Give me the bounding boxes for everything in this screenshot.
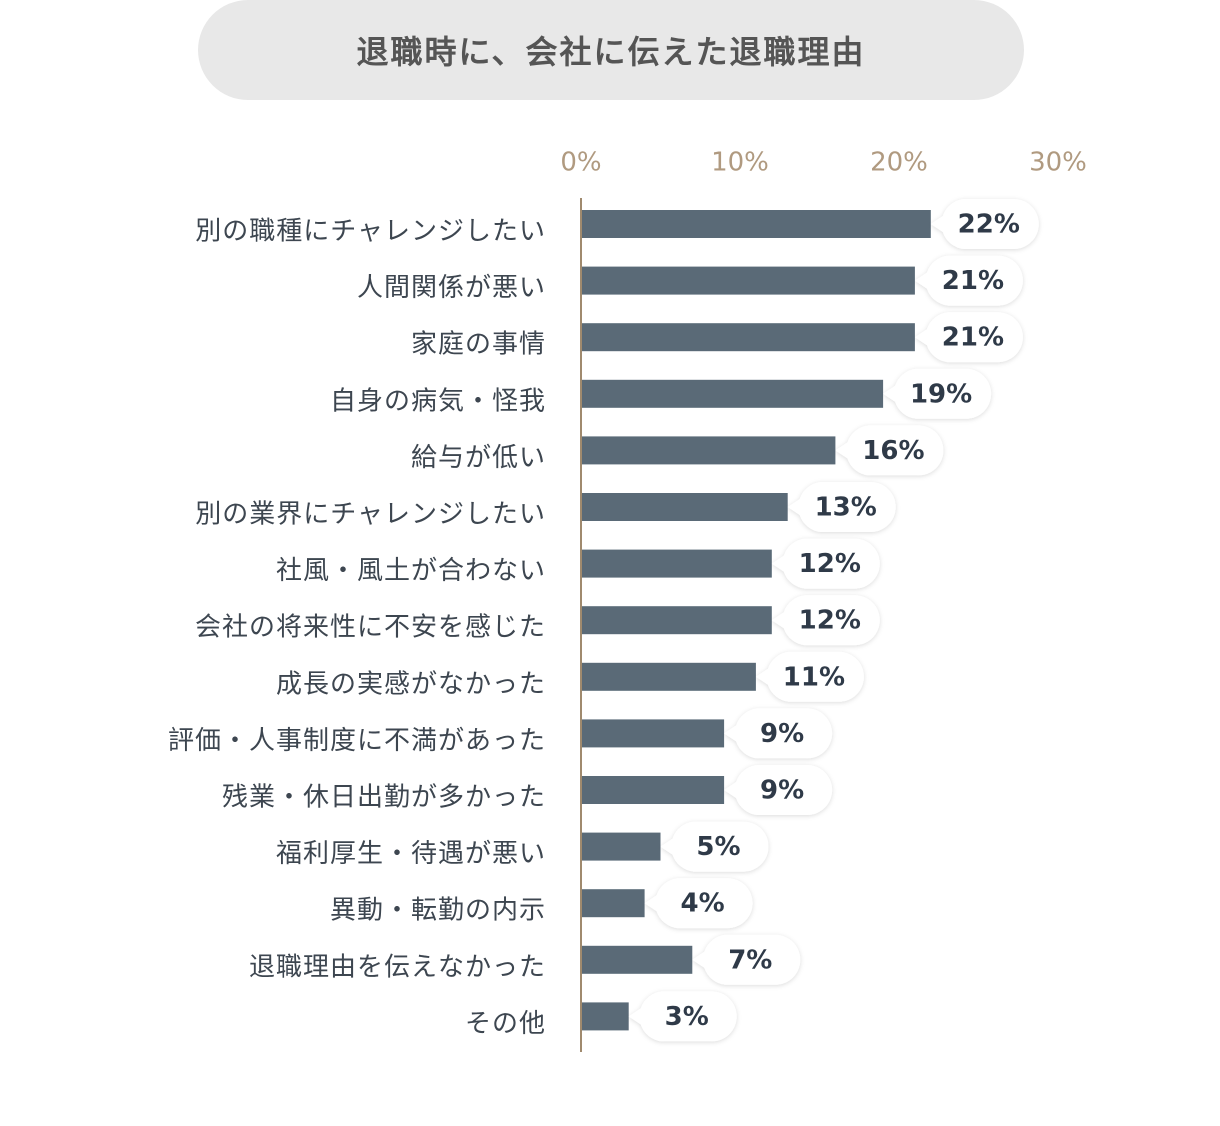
- category-label: 成長の実感がなかった: [276, 669, 546, 699]
- category-label: 別の職種にチャレンジしたい: [195, 217, 546, 247]
- category-label: 別の業界にチャレンジしたい: [195, 500, 546, 530]
- value-bubble-shape: [883, 368, 992, 419]
- value-bubble: [628, 991, 737, 1042]
- value-bubble: [755, 651, 864, 702]
- chart-title: 退職時に、会社に伝えた退職理由: [356, 33, 866, 71]
- value-label: 22%: [958, 210, 1020, 240]
- bar: [581, 945, 693, 974]
- value-bubble: [787, 482, 896, 532]
- value-label: 13%: [815, 493, 877, 523]
- value-bubble-shape: [644, 878, 753, 929]
- x-tick-label: 20%: [870, 148, 928, 178]
- bar: [581, 606, 772, 635]
- category-label: 自身の病気・怪我: [330, 386, 546, 416]
- value-label: 16%: [862, 436, 924, 466]
- bar: [581, 719, 725, 748]
- bar: [581, 1002, 629, 1031]
- value-bubble-shape: [628, 991, 737, 1042]
- category-label: その他: [465, 1009, 546, 1039]
- value-bubble: [930, 199, 1039, 249]
- chart-title-pill: 退職時に、会社に伝えた退職理由: [198, 0, 1024, 100]
- value-bubble-shape: [771, 595, 880, 646]
- value-label: 21%: [942, 266, 1004, 296]
- category-label: 会社の将来性に不安を感じた: [195, 613, 546, 643]
- bar: [581, 776, 725, 804]
- value-bubble: [914, 312, 1023, 363]
- value-bubble: [724, 708, 833, 759]
- value-bubble: [692, 934, 801, 985]
- category-label: 給与が低い: [411, 443, 546, 473]
- x-tick-label: 30%: [1029, 148, 1087, 178]
- value-bubble: [771, 595, 880, 646]
- category-label: 退職理由を伝えなかった: [249, 952, 546, 982]
- bar: [581, 210, 931, 238]
- value-label: 4%: [681, 889, 725, 919]
- value-label: 3%: [665, 1002, 709, 1032]
- value-label: 12%: [799, 549, 861, 579]
- value-label: 12%: [799, 606, 861, 636]
- value-bubble-shape: [914, 255, 1023, 306]
- value-bubble-shape: [771, 538, 880, 589]
- category-label: 福利厚生・待遇が悪い: [276, 839, 546, 869]
- value-bubble-shape: [724, 765, 833, 815]
- category-label: 残業・休日出勤が多かった: [222, 783, 546, 813]
- x-tick-label: 10%: [711, 148, 769, 178]
- value-bubble-shape: [724, 708, 833, 759]
- value-bubble-shape: [835, 425, 944, 476]
- value-label: 7%: [728, 945, 772, 975]
- value-bubble-shape: [930, 199, 1039, 249]
- value-bubble: [644, 878, 753, 929]
- category-label: 異動・転勤の内示: [330, 896, 546, 926]
- value-bubble: [883, 368, 992, 419]
- value-label: 9%: [760, 719, 804, 749]
- bar: [581, 662, 756, 691]
- value-bubble: [771, 538, 880, 589]
- category-label: 社風・風土が合わない: [276, 556, 546, 586]
- value-label: 11%: [783, 662, 845, 692]
- bar: [581, 549, 772, 578]
- bar: [581, 493, 788, 521]
- value-bubble: [914, 255, 1023, 306]
- category-label: 評価・人事制度に不満があった: [168, 726, 546, 756]
- value-bubble-shape: [787, 482, 896, 532]
- value-bubble-shape: [660, 821, 769, 872]
- value-bubble-shape: [914, 312, 1023, 363]
- value-label: 21%: [942, 323, 1004, 353]
- value-bubble: [835, 425, 944, 476]
- value-label: 5%: [696, 832, 740, 862]
- bar: [581, 266, 915, 295]
- bar: [581, 323, 915, 352]
- value-label: 19%: [910, 379, 972, 409]
- bar: [581, 379, 884, 408]
- category-label: 家庭の事情: [411, 330, 546, 360]
- bar: [581, 832, 661, 861]
- value-bubble-shape: [755, 651, 864, 702]
- value-bubble-shape: [692, 934, 801, 985]
- category-label: 人間関係が悪い: [357, 273, 546, 303]
- value-bubble: [660, 821, 769, 872]
- bar: [581, 889, 645, 918]
- value-bubble: [724, 765, 833, 815]
- value-label: 9%: [760, 776, 804, 806]
- bar: [581, 436, 836, 465]
- x-tick-label: 0%: [560, 148, 601, 178]
